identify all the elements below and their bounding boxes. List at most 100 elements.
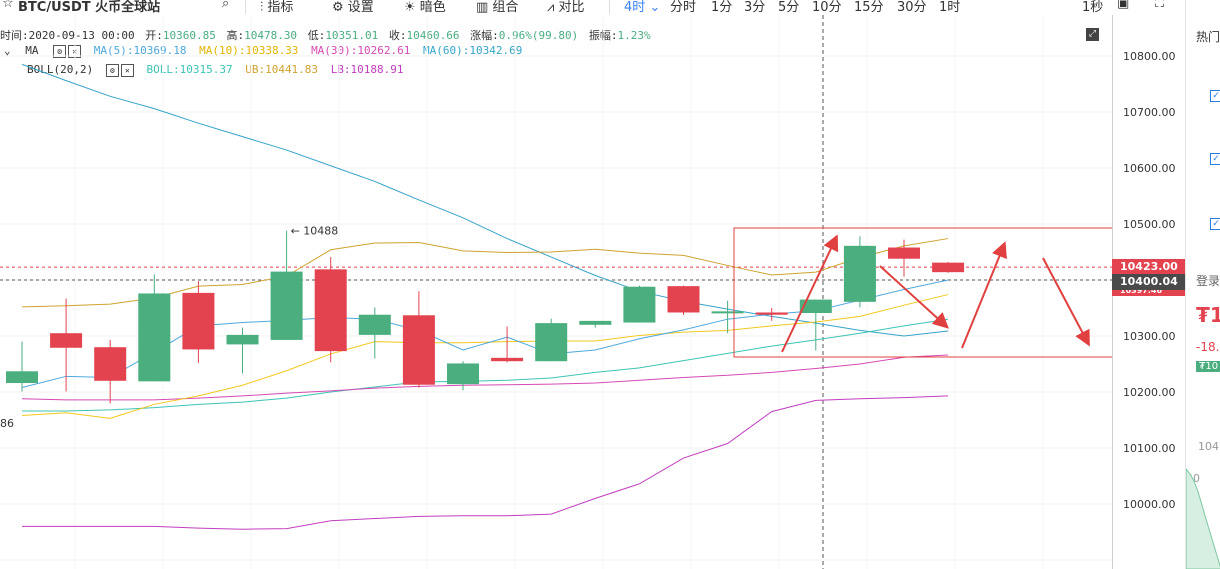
camera-icon[interactable]: ▣ — [1117, 0, 1130, 11]
candle-down — [50, 333, 83, 348]
candle-down — [402, 315, 435, 385]
ma30-value: MA(30):10262.61 — [311, 44, 411, 57]
divider — [245, 0, 246, 14]
interval-option[interactable]: 1时 — [939, 0, 961, 14]
y-tick: 10700.00 — [1123, 106, 1176, 119]
price-big: ₮1 — [1196, 303, 1220, 327]
annotation-arrow — [879, 265, 949, 329]
y-tick: 10100.00 — [1123, 442, 1176, 455]
compare-button[interactable]: ⩘ 对比 — [547, 0, 585, 14]
interval-dropdown[interactable]: 4时 ⌄ — [624, 0, 660, 14]
y-tick: 10200.00 — [1123, 386, 1176, 399]
low-marker: 86 — [0, 417, 14, 430]
candlestick-chart[interactable]: ← 10488 86 — [0, 15, 1112, 569]
candle-up — [270, 271, 303, 340]
price-axis: 10800.00 10700.00 10600.00 10500.00 1030… — [1112, 15, 1186, 569]
boll_ub-line — [21, 238, 949, 308]
indicators-button[interactable]: ⫶ 指标 — [260, 0, 294, 14]
candle-down — [932, 262, 965, 273]
right-panel: 热门 登录 ₮1 -18. ₮10 104 40 20 — [1185, 0, 1220, 569]
candle-down — [94, 347, 127, 381]
search-icon[interactable]: ⌕ — [222, 0, 230, 11]
expand-icon[interactable]: ⤢ — [1086, 28, 1099, 41]
checkbox-icon[interactable]: ✓ — [1210, 90, 1220, 102]
ma30-line — [21, 354, 949, 401]
boll-mid-value: BOLL:10315.37 — [146, 63, 233, 76]
high-label: 高: — [226, 29, 245, 42]
candle-down — [182, 292, 215, 350]
highlight-box — [733, 227, 1112, 358]
collapse-chevron-icon[interactable]: ⌄ — [4, 44, 11, 57]
change-pct: -18. — [1196, 340, 1220, 354]
candles — [6, 230, 965, 404]
price-tag-current: 10400.04 — [1112, 274, 1185, 290]
candle-up — [843, 245, 876, 302]
login-label[interactable]: 登录 — [1196, 274, 1220, 288]
time-label: 时间: — [0, 29, 29, 42]
candle-down — [491, 357, 524, 362]
interval-option[interactable]: 1分 — [711, 0, 733, 14]
candle-down — [755, 312, 788, 315]
indicators-label: 指标 — [267, 0, 294, 14]
annotation-overlay: ← 10488 86 — [0, 225, 1112, 430]
change-value: 0.96%(99.80) — [498, 29, 579, 42]
combo-label: 组合 — [492, 0, 519, 14]
combo-button[interactable]: ▥ 组合 — [476, 0, 519, 14]
low-label: 低: — [307, 29, 326, 42]
y-tick: 10300.00 — [1123, 330, 1176, 343]
candle-up — [447, 363, 479, 385]
chart-toolbar: ☆ BTC/USDT 火币全球站 ⌕ ⫶ 指标 ⚙ 设置 ☀ 暗色 ▥ 组合 ⩘… — [0, 0, 1185, 14]
divider — [609, 0, 610, 14]
boll-lb-value: LB:10188.91 — [330, 63, 404, 76]
y-tick: 10600.00 — [1123, 162, 1176, 175]
candle-up — [799, 299, 832, 314]
compare-label: 对比 — [558, 0, 585, 14]
candle-up — [358, 314, 391, 335]
candle-up — [579, 320, 612, 325]
close-label: 收: — [388, 29, 407, 42]
amplitude-value: 1.23% — [617, 29, 651, 42]
interval-option[interactable]: 分时 — [670, 0, 697, 14]
ma10-value: MA(10):10338.33 — [199, 44, 299, 57]
fullscreen-icon[interactable]: ⛶ — [1155, 0, 1165, 11]
annotation-arrow — [1042, 257, 1090, 347]
interval-option[interactable]: 3分 — [744, 0, 766, 14]
refresh-rate-label[interactable]: 1秒 — [1082, 0, 1104, 14]
candle-down — [314, 269, 347, 352]
dark-mode-button[interactable]: ☀ 暗色 — [404, 0, 446, 14]
depth-chart — [1186, 468, 1220, 569]
star-icon[interactable]: ☆ — [2, 0, 14, 11]
ma-name: MA — [25, 44, 39, 57]
high-value: 10478.30 — [244, 29, 298, 42]
price-tag-top: 10423.00 — [1112, 259, 1185, 275]
ohlc-info: 时间:2020-09-13 00:00 开:10360.85 高:10478.3… — [0, 27, 651, 43]
close-value: 10460.66 — [406, 29, 460, 42]
ma-settings-icon[interactable]: ⚙ — [53, 44, 67, 58]
change-label: 涨幅: — [470, 29, 499, 42]
ma10-line — [21, 294, 949, 419]
candle-down — [667, 286, 700, 313]
checkbox-icon[interactable]: ✓ — [1210, 153, 1220, 165]
chart-grid — [0, 15, 1112, 569]
settings-button[interactable]: ⚙ 设置 — [332, 0, 374, 14]
depth-value: 104 — [1198, 440, 1219, 453]
interval-option[interactable]: 30分 — [897, 0, 927, 14]
candle-up — [535, 323, 568, 362]
active-interval: 4时 — [624, 0, 646, 14]
annotation-arrow — [961, 241, 1007, 349]
high-marker: ← 10488 — [291, 225, 339, 238]
interval-option[interactable]: 5分 — [778, 0, 800, 14]
candle-up — [623, 286, 656, 323]
ma60-value: MA(60):10342.69 — [423, 44, 523, 57]
y-tick: 10000.00 — [1123, 498, 1176, 511]
boll_mid-line — [22, 318, 949, 412]
checkbox-icon[interactable]: ✓ — [1210, 218, 1220, 230]
boll_lb-line — [22, 395, 949, 530]
interval-option[interactable]: 10分 — [812, 0, 842, 14]
boll-close-icon[interactable]: ✕ — [120, 63, 134, 77]
interval-option[interactable]: 15分 — [854, 0, 884, 14]
boll-settings-icon[interactable]: ⚙ — [105, 63, 119, 77]
y-tick: 10500.00 — [1123, 218, 1176, 231]
candle-up — [711, 311, 744, 314]
indicator-lines — [21, 63, 949, 530]
